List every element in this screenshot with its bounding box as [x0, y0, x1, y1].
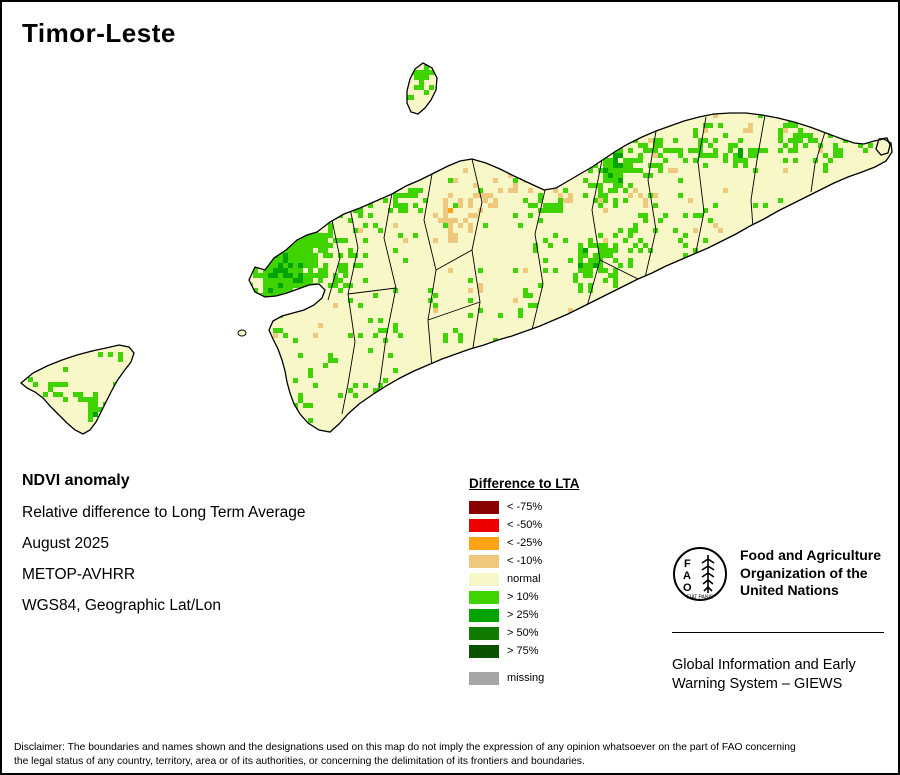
coastline-atauro [406, 62, 438, 115]
legend-swatch [469, 608, 499, 622]
legend-item: > 10% [469, 588, 580, 606]
info-line-date: August 2025 [22, 535, 110, 552]
info-line-sensor: METOP-AVHRR [22, 566, 136, 583]
coastline-main [248, 112, 893, 433]
ndvi-raster-main [249, 113, 892, 432]
ndvi-raster-atauro [407, 65, 437, 114]
small-islet [237, 329, 247, 337]
legend-label: > 10% [507, 591, 539, 603]
legend-item: < -75% [469, 498, 580, 516]
legend-swatch [469, 518, 499, 532]
legend-item: < -10% [469, 552, 580, 570]
ndvi-raster-oecusse [23, 347, 128, 434]
oecusse-exclave [21, 345, 134, 434]
page-title: Timor-Leste [22, 18, 176, 48]
fao-logo-icon: F A O FIAT PANIS [673, 547, 727, 601]
legend-label: > 75% [507, 645, 539, 657]
legend-label: missing [507, 672, 545, 684]
jaco-island [876, 138, 890, 155]
main-island [249, 113, 892, 432]
map-info-block: NDVI anomaly Relative difference to Long… [22, 472, 306, 628]
legend: Difference to LTA < -75% < -50% < -25% <… [469, 476, 580, 687]
coastline-jaco [875, 137, 891, 156]
legend-swatch [469, 671, 499, 685]
legend-title: Difference to LTA [469, 476, 580, 491]
svg-text:A: A [683, 570, 691, 582]
legend-item: < -25% [469, 534, 580, 552]
legend-item: > 75% [469, 642, 580, 660]
coastline-oecusse [20, 344, 135, 435]
legend-swatch [469, 590, 499, 604]
district-boundaries [327, 114, 826, 415]
disclaimer-text: Disclaimer: The boundaries and names sho… [14, 742, 796, 767]
atauro-island [407, 63, 437, 114]
svg-text:FIAT PANIS: FIAT PANIS [687, 595, 714, 601]
legend-swatch [469, 644, 499, 658]
fao-divider [672, 632, 884, 633]
legend-item: normal [469, 570, 580, 588]
giews-label: Global Information and Early Warning Sys… [672, 656, 856, 693]
legend-label: > 50% [507, 627, 539, 639]
info-heading: NDVI anomaly [22, 472, 130, 489]
fao-block: F A O FIAT PANIS Food and Agriculture Or… [670, 545, 898, 609]
legend-item: > 50% [469, 624, 580, 642]
legend-label: < -50% [507, 519, 543, 531]
fao-org-name: Food and Agriculture Organization of the… [740, 547, 882, 598]
legend-item: > 25% [469, 606, 580, 624]
legend-item: missing [469, 669, 580, 687]
legend-swatch [469, 536, 499, 550]
legend-label: < -25% [507, 537, 543, 549]
legend-swatch [469, 572, 499, 586]
legend-swatch [469, 554, 499, 568]
legend-label: normal [507, 573, 541, 585]
svg-text:O: O [683, 582, 692, 594]
legend-label: < -10% [507, 555, 543, 567]
legend-label: < -75% [507, 501, 543, 513]
info-line-projection: WGS84, Geographic Lat/Lon [22, 597, 222, 614]
legend-item: < -50% [469, 516, 580, 534]
svg-text:F: F [684, 558, 691, 570]
legend-swatch [469, 626, 499, 640]
legend-label: > 25% [507, 609, 539, 621]
legend-swatch [469, 500, 499, 514]
info-line-description: Relative difference to Long Term Average [22, 504, 306, 521]
